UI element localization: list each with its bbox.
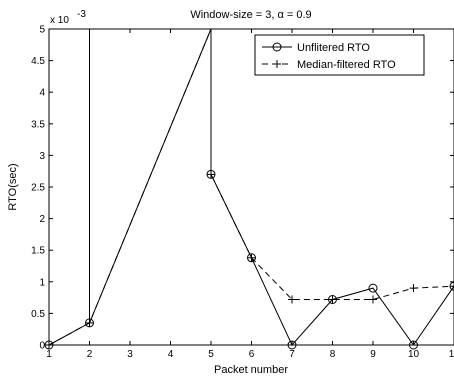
- x-tick-label: 6: [249, 349, 255, 360]
- x-tick-label: 1: [46, 349, 52, 360]
- y-tick-label: 5: [39, 25, 45, 36]
- y-tick-label: 2: [39, 214, 45, 225]
- plot-area: [49, 29, 454, 345]
- y-tick-label: 3: [39, 151, 45, 162]
- data-point-plus: [247, 253, 256, 262]
- series-line: [48, 28, 454, 346]
- y-exponent-power: -3: [77, 9, 86, 20]
- data-point-plus: [288, 295, 296, 304]
- legend-label-median: Median-filtered RTO: [297, 59, 396, 71]
- x-tick-label: 10: [408, 349, 420, 360]
- chart-title: Window-size = 3, α = 0.9: [190, 9, 311, 21]
- y-tick-label: 1.5: [31, 246, 45, 257]
- y-tick-label: 4.5: [31, 56, 45, 67]
- data-point-plus: [328, 295, 337, 304]
- x-tick-label: 8: [330, 349, 336, 360]
- data-point-plus: [409, 284, 418, 293]
- legend-marker-unfiltered: [272, 42, 282, 52]
- y-tick-label: 4: [39, 88, 45, 99]
- data-point-circle: [368, 283, 378, 293]
- legend-box: [254, 34, 425, 76]
- x-tick-label: 7: [289, 349, 295, 360]
- data-point-plus: [207, 170, 215, 179]
- y-tick-label: 1: [39, 277, 45, 288]
- x-tick-label: 11: [449, 349, 454, 360]
- x-tick-label: 3: [127, 349, 133, 360]
- y-tick-label: 2.5: [31, 183, 45, 194]
- x-tick-label: 5: [208, 349, 214, 360]
- plot-frame: [48, 28, 454, 346]
- y-tick-label: 0.5: [31, 309, 45, 320]
- y-tick-label: 3.5: [31, 119, 45, 130]
- data-point-plus: [369, 295, 377, 304]
- y-tick-label: 0: [39, 341, 45, 352]
- legend-marker-median: [273, 60, 281, 68]
- x-axis-label: Packet number: [214, 364, 288, 376]
- data-point-plus: [450, 282, 454, 291]
- y-axis-label: RTO(sec): [7, 163, 19, 210]
- data-point-plus: [85, 318, 94, 327]
- x-tick-label: 2: [87, 349, 93, 360]
- y-exponent-label: x 10: [50, 15, 69, 26]
- legend: Unflitered RTO Median-filtered RTO: [254, 34, 425, 76]
- x-tick-label: 4: [168, 349, 174, 360]
- series-1: [45, 28, 454, 349]
- axes-layer: 1 2 3 4 5 6 7 8 9 10 11 0 0.5 1 1.5 2 2.5 3 3.5 4 4.5 5: [31, 25, 454, 360]
- legend-label-unfiltered: Unflitered RTO: [297, 42, 370, 54]
- x-tick-label: 9: [370, 349, 376, 360]
